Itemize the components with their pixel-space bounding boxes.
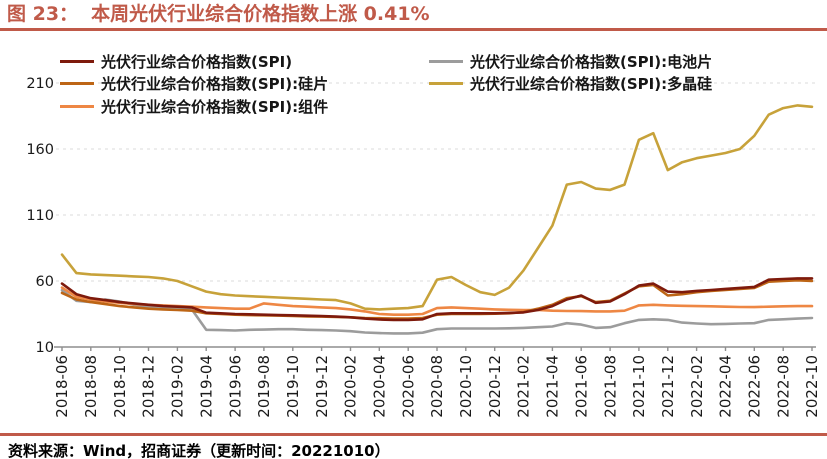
x-axis-tick-label: 2022-06	[746, 355, 764, 418]
x-axis-tick-label: 2020-02	[342, 355, 360, 418]
series-line-4	[60, 104, 814, 311]
y-axis-tick-label: 160	[26, 142, 54, 158]
x-axis-tick-label: 2020-12	[486, 355, 504, 418]
legend-line-swatch-silicon-wafer	[60, 82, 94, 86]
x-axis-tick-label: 2021-08	[601, 355, 619, 418]
x-axis-tick-label: 2021-02	[515, 355, 533, 418]
series-line-0	[60, 277, 814, 322]
x-axis-tick-label: 2019-08	[255, 355, 273, 418]
legend-item-cell: 光伏行业综合价格指数(SPI):电池片	[429, 51, 712, 72]
x-axis-tick-label: 2018-06	[53, 355, 71, 418]
x-axis-tick-label: 2020-04	[371, 355, 389, 418]
x-axis-tick-label: 2020-06	[399, 355, 417, 418]
figure-number: 图 23：	[7, 2, 79, 25]
y-axis-tick-label: 10	[36, 340, 54, 356]
legend-label-spi: 光伏行业综合价格指数(SPI)	[101, 52, 293, 71]
x-axis-tick-label: 2018-08	[82, 355, 100, 418]
x-axis-tick-label: 2018-12	[140, 355, 158, 418]
y-axis-tick-label: 110	[26, 208, 54, 224]
x-axis-tick-label: 2021-06	[572, 355, 590, 418]
source-text: 资料来源：Wind，招商证券（更新时间：20221010）	[8, 442, 390, 459]
price-index-line-chart: 10 60 110 160 210 2018-06 2018-08 2018-10 2018-1…	[26, 76, 821, 418]
series-line-3	[60, 288, 814, 335]
source-note: 资料来源：Wind，招商证券（更新时间：20221010）	[0, 433, 827, 459]
legend-label-module: 光伏行业综合价格指数(SPI):组件	[101, 97, 329, 116]
x-axis-tick-label: 2022-04	[717, 355, 735, 418]
legend-item-spi: 光伏行业综合价格指数(SPI)	[60, 51, 429, 72]
y-axis-tick-label: 210	[26, 76, 54, 92]
figure-title-bar: 图 23： 本周光伏行业综合价格指数上涨 0.41%	[0, 0, 827, 31]
x-axis-tick-label: 2021-10	[630, 355, 648, 418]
x-axis-tick-label: 2019-10	[284, 355, 302, 418]
x-axis-tick-label: 2022-02	[688, 355, 706, 418]
x-axis-tick-label: 2019-12	[313, 355, 331, 418]
x-axis-tick-label: 2022-10	[803, 355, 821, 418]
legend-line-swatch-cell	[429, 59, 463, 63]
legend-line-swatch-spi	[60, 59, 94, 63]
legend-line-swatch-module	[60, 104, 94, 108]
y-axis-tick-label: 60	[36, 274, 54, 290]
x-axis-tick-label: 2019-02	[169, 355, 187, 418]
legend-label-polysilicon: 光伏行业综合价格指数(SPI):多晶硅	[470, 75, 713, 94]
x-axis-tick-label: 2020-10	[457, 355, 475, 418]
legend-item-silicon-wafer: 光伏行业综合价格指数(SPI):硅片	[60, 73, 429, 94]
legend-label-silicon-wafer: 光伏行业综合价格指数(SPI):硅片	[101, 75, 329, 94]
x-axis-tick-label: 2019-04	[197, 355, 215, 418]
x-axis-tick-label: 2018-10	[111, 355, 129, 418]
x-axis-tick-label: 2022-08	[774, 355, 792, 418]
legend-line-swatch-polysilicon	[429, 82, 463, 86]
x-axis-tick-label: 2021-04	[544, 355, 562, 418]
x-axis-tick-label: 2021-12	[659, 355, 677, 418]
x-axis-tick-label: 2019-06	[226, 355, 244, 418]
x-axis-tick-label: 2020-08	[428, 355, 446, 418]
legend-item-module: 光伏行业综合价格指数(SPI):组件	[60, 96, 429, 117]
legend-item-polysilicon: 光伏行业综合价格指数(SPI):多晶硅	[429, 73, 712, 94]
legend-label-cell: 光伏行业综合价格指数(SPI):电池片	[470, 52, 713, 71]
chart-legend: 光伏行业综合价格指数(SPI) 光伏行业综合价格指数(SPI):硅片 光伏行业综…	[60, 50, 712, 118]
figure-title: 本周光伏行业综合价格指数上涨 0.41%	[91, 2, 430, 25]
